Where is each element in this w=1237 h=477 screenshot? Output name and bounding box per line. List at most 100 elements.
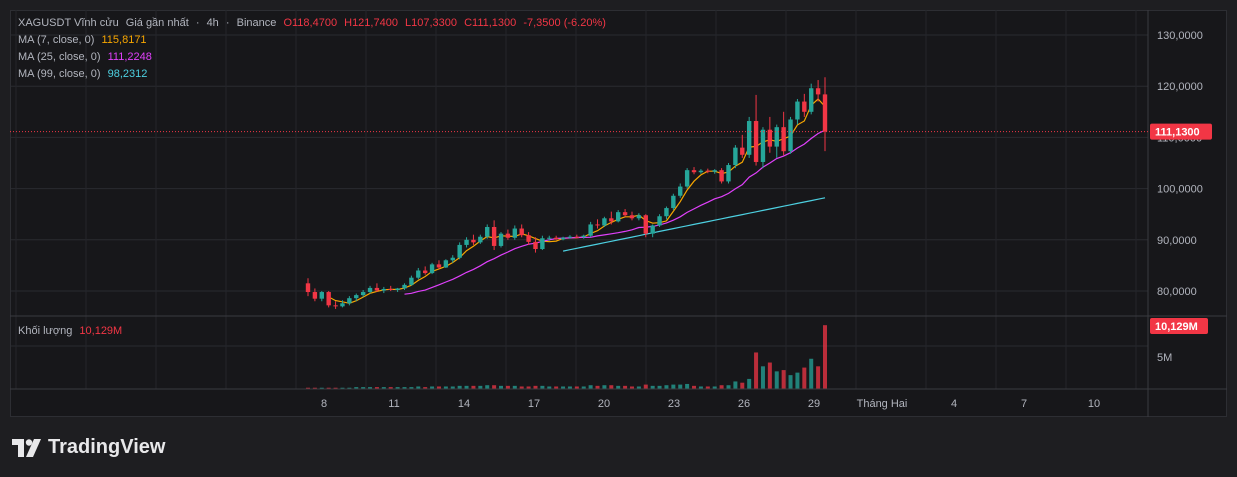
- volume-bars: [306, 325, 827, 389]
- candle-body: [457, 244, 462, 258]
- ma99-value: 98,2312: [107, 68, 148, 80]
- candle-body: [547, 237, 552, 239]
- time-tick-label: 20: [598, 398, 610, 410]
- candle-body: [478, 236, 483, 243]
- volume-bar: [319, 387, 324, 389]
- volume-bar: [712, 386, 717, 389]
- candle-body: [767, 129, 773, 147]
- volume-bar: [581, 386, 586, 389]
- candle-body: [616, 212, 621, 222]
- candle-body: [698, 170, 704, 173]
- volume-bar: [816, 366, 821, 389]
- candle-body: [657, 216, 662, 226]
- candle-body: [760, 129, 766, 162]
- candle-body: [781, 127, 786, 152]
- volume-bar: [499, 385, 504, 389]
- tradingview-logo[interactable]: TradingView: [12, 436, 165, 459]
- candle-body: [712, 170, 717, 172]
- volume-bar: [430, 386, 435, 389]
- ma99-label: MA (99, close, 0): [18, 68, 101, 80]
- time-tick-label: 23: [668, 398, 680, 410]
- ma99-line: [562, 197, 826, 252]
- candle-body: [719, 170, 724, 182]
- candle-body: [602, 218, 607, 226]
- time-tick-label: 8: [321, 398, 327, 410]
- volume-bar: [623, 385, 628, 389]
- volume-bar: [602, 385, 607, 389]
- volume-bar: [595, 385, 600, 389]
- candle-body: [809, 88, 814, 112]
- volume-bar: [754, 352, 759, 389]
- volume-bar: [650, 385, 655, 389]
- candle-body: [367, 287, 373, 293]
- candle-body: [753, 121, 759, 162]
- volume-bar: [609, 385, 614, 389]
- volume-bar: [747, 378, 752, 389]
- price-tick-label: 90,0000: [1157, 235, 1197, 247]
- candle-body: [347, 298, 352, 304]
- candle-body: [388, 288, 393, 290]
- candle-body: [560, 237, 566, 240]
- volume-bar: [354, 387, 359, 389]
- symbol-name[interactable]: XAGUSDT Vĩnh cửu: [18, 17, 119, 29]
- high-value: H121,7400: [344, 17, 398, 29]
- volume-bar: [333, 387, 338, 389]
- volume-bar: [340, 387, 345, 389]
- candle-body: [574, 236, 580, 238]
- volume-bar: [368, 387, 373, 389]
- candle-body: [733, 147, 738, 166]
- candle-body: [340, 303, 345, 307]
- volume-tick-label: 5M: [1157, 352, 1172, 364]
- close-value: C111,1300: [464, 17, 517, 29]
- candle-body: [333, 305, 338, 307]
- candle-body: [498, 233, 504, 246]
- volume-bar: [540, 385, 545, 389]
- candle-body: [381, 288, 387, 291]
- candle-body: [354, 295, 359, 299]
- volume-bar: [512, 385, 517, 389]
- candle-body: [588, 224, 593, 236]
- candle-body: [705, 170, 711, 172]
- volume-legend[interactable]: Khối lượng 10,129M: [18, 325, 126, 337]
- volume-bar: [457, 385, 462, 389]
- candle-body: [464, 239, 469, 245]
- interval: 4h: [206, 17, 219, 29]
- volume-bar: [588, 385, 593, 389]
- time-tick-label: 7: [1021, 398, 1027, 410]
- volume-bar: [781, 370, 786, 389]
- sep-1: ·: [195, 17, 200, 29]
- candle-body: [519, 228, 524, 236]
- volume-bar: [657, 385, 662, 389]
- candle-body: [526, 235, 531, 242]
- volume-bar: [561, 386, 566, 389]
- low-value: L107,3300: [405, 17, 458, 29]
- volume-bar: [740, 382, 745, 389]
- volume-bar: [643, 384, 648, 389]
- axes: 130,0000120,0000110,0000100,000090,00008…: [10, 10, 1227, 417]
- volume-bar: [326, 387, 331, 389]
- chart-canvas[interactable]: 130,0000120,0000110,0000100,000090,00008…: [10, 10, 1227, 417]
- candle-body: [726, 165, 731, 182]
- volume-bar: [760, 366, 765, 389]
- volume-badge: [1150, 318, 1208, 334]
- ma25-legend[interactable]: MA (25, close, 0) 111,2248: [18, 51, 156, 63]
- ma25-label: MA (25, close, 0): [18, 51, 101, 63]
- volume-bar: [361, 387, 366, 389]
- volume-bar: [809, 358, 814, 389]
- volume-label: Khối lượng: [18, 325, 73, 337]
- candle-body: [533, 241, 538, 250]
- ma7-legend[interactable]: MA (7, close, 0) 115,8171: [18, 34, 151, 46]
- ma99-legend[interactable]: MA (99, close, 0) 98,2312: [18, 68, 151, 80]
- last-price-badge: [1150, 123, 1212, 140]
- time-tick-label: 11: [388, 398, 399, 410]
- volume-bar: [306, 387, 310, 389]
- price-type: Giá gần nhất: [125, 17, 189, 29]
- volume-bar: [802, 367, 807, 389]
- candle-body: [622, 212, 628, 216]
- candle-body: [788, 119, 793, 152]
- volume-bar: [823, 325, 827, 389]
- candle-body: [567, 236, 573, 238]
- time-tick-label: 29: [808, 398, 820, 410]
- volume-bar: [464, 385, 469, 389]
- candle-body: [540, 238, 545, 250]
